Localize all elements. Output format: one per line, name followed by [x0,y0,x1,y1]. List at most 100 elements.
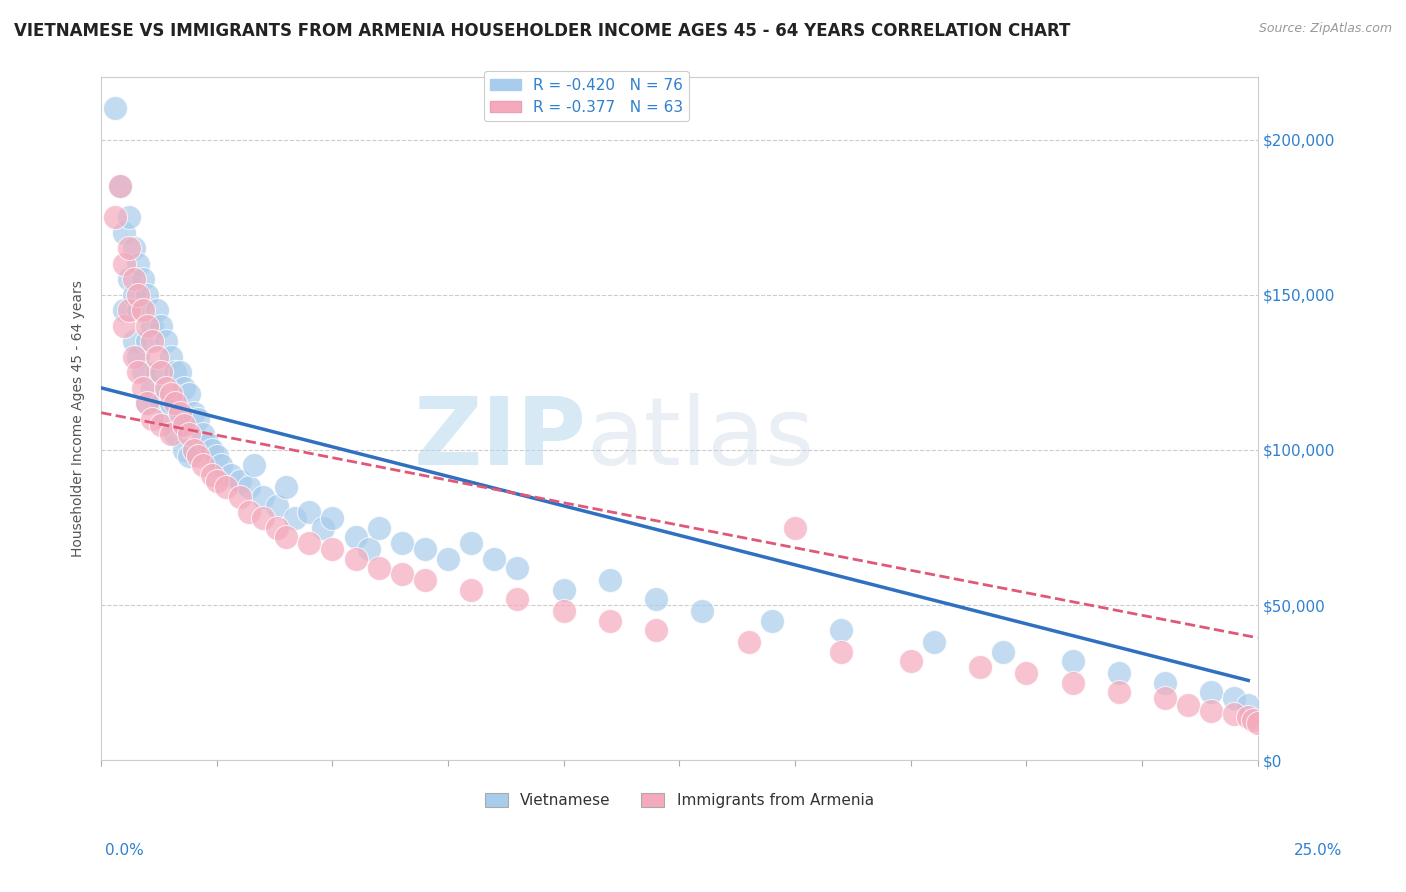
Point [122,287,145,301]
Point [136,334,159,349]
Point [367,520,389,534]
Point [187,412,209,426]
Point [104,102,127,116]
Point [187,449,209,463]
Point [177,449,200,463]
Point [1108,666,1130,681]
Point [191,458,214,473]
Point [127,257,149,271]
Point [229,474,252,488]
Point [132,272,155,286]
Point [460,536,482,550]
Point [150,418,173,433]
Point [150,318,173,333]
Point [145,365,167,379]
Point [284,511,307,525]
Point [159,427,181,442]
Legend: Vietnamese, Immigrants from Armenia: Vietnamese, Immigrants from Armenia [479,787,880,814]
Point [132,365,155,379]
Point [122,334,145,349]
Point [127,365,149,379]
Point [145,303,167,318]
Point [141,334,163,349]
Point [136,396,159,410]
Point [321,542,343,557]
Point [1223,706,1246,721]
Point [1015,666,1038,681]
Point [127,303,149,318]
Point [391,536,413,550]
Point [165,427,187,442]
Point [367,561,389,575]
Point [132,381,155,395]
Point [173,418,195,433]
Point [922,635,945,649]
Point [243,458,266,473]
Point [830,645,852,659]
Point [155,381,177,395]
Point [460,582,482,597]
Point [783,520,806,534]
Point [1246,716,1268,731]
Point [177,387,200,401]
Point [118,272,141,286]
Point [141,381,163,395]
Point [645,623,668,637]
Point [108,179,131,194]
Point [599,574,621,588]
Point [238,505,260,519]
Text: ZIP: ZIP [413,393,586,485]
Point [141,318,163,333]
Point [553,604,575,618]
Point [413,542,436,557]
Point [215,480,238,494]
Text: VIETNAMESE VS IMMIGRANTS FROM ARMENIA HOUSEHOLDER INCOME AGES 45 - 64 YEARS CORR: VIETNAMESE VS IMMIGRANTS FROM ARMENIA HO… [14,22,1070,40]
Point [205,449,228,463]
Point [104,210,127,224]
Point [276,530,298,544]
Point [312,520,335,534]
Point [761,614,783,628]
Point [1201,704,1223,718]
Point [150,365,173,379]
Point [112,226,135,240]
Point [183,406,205,420]
Point [112,303,135,318]
Point [136,396,159,410]
Point [155,412,177,426]
Point [1108,685,1130,699]
Point [173,442,195,457]
Point [238,480,260,494]
Point [155,334,177,349]
Point [738,635,761,649]
Point [122,241,145,255]
Point [437,551,460,566]
Point [252,490,274,504]
Point [169,418,191,433]
Point [229,490,252,504]
Point [122,272,145,286]
Point [112,257,135,271]
Point [165,396,187,410]
Point [1062,675,1084,690]
Point [177,427,200,442]
Text: 25.0%: 25.0% [1295,843,1343,858]
Point [1177,698,1199,712]
Point [645,591,668,606]
Point [298,505,321,519]
Point [211,458,233,473]
Point [266,499,288,513]
Point [169,406,191,420]
Point [359,542,381,557]
Point [132,303,155,318]
Point [1241,713,1264,727]
Point [136,287,159,301]
Point [191,427,214,442]
Text: Source: ZipAtlas.com: Source: ZipAtlas.com [1258,22,1392,36]
Point [118,303,141,318]
Point [108,179,131,194]
Point [506,591,529,606]
Text: 0.0%: 0.0% [105,843,145,858]
Point [900,654,922,668]
Point [1154,691,1177,706]
